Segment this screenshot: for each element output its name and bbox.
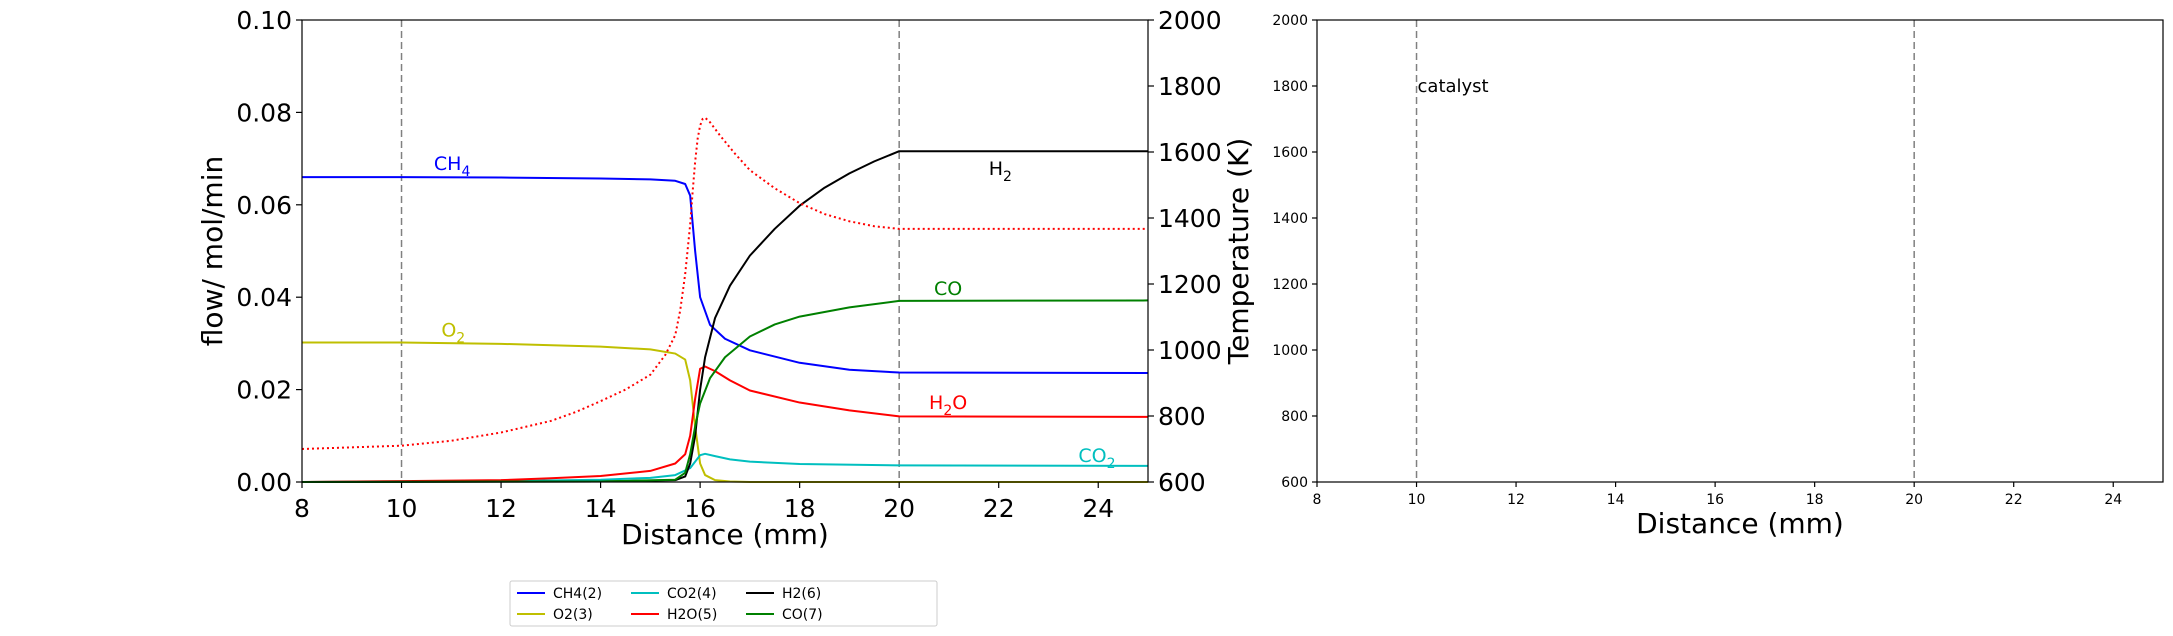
legend-entries: CH4(2) O2(3) CO2(4) H2O(5) H2(6) CO(7): [517, 586, 823, 623]
legend-entry: H2O(5): [631, 607, 717, 623]
y-tick-label: 1000: [1272, 343, 1308, 359]
legend-entry: H2(6): [746, 586, 821, 602]
x-tick-label: 10: [386, 494, 418, 523]
y2-tick-label: 600: [1158, 468, 1206, 497]
species-annotation: CO2: [1078, 445, 1115, 472]
x-tick-label: 22: [983, 494, 1015, 523]
series-line-co24: [301, 452, 1149, 483]
x-tick-label: 20: [883, 494, 915, 523]
right-xticks: 8 10 12 14 16 18 20 22 24: [1313, 482, 2122, 508]
x-tick-label: 16: [684, 494, 716, 523]
y2-tick-label: 1000: [1158, 336, 1222, 365]
y-tick-label: 0.10: [236, 6, 292, 35]
y-tick-label: 0.04: [236, 283, 292, 312]
y-tick-label: 800: [1281, 409, 1308, 425]
temperature-line: [301, 116, 1148, 450]
y-tick-label: 0.06: [236, 191, 292, 220]
right-plot-frame: [1316, 19, 2164, 483]
right-x-axis-label: Distance (mm): [1636, 507, 1844, 540]
left-x-axis-label: Distance (mm): [621, 518, 829, 551]
legend: CH4(2) O2(3) CO2(4) H2O(5) H2(6) CO(7): [509, 580, 938, 627]
legend-label: CH4(2): [553, 586, 602, 602]
y2-tick-label: 1400: [1158, 204, 1222, 233]
legend-label: H2(6): [782, 586, 821, 602]
series-line-o23: [302, 341, 1148, 483]
x-tick-label: 18: [784, 494, 816, 523]
x-tick-label: 10: [1408, 492, 1426, 508]
right-annotations: catalyst: [1418, 76, 1489, 97]
left-y2ticks: 600 800 1000 1200 1400 1600 1800 2000: [1148, 6, 1222, 497]
x-tick-label: 12: [1507, 492, 1525, 508]
y-tick-label: 0.00: [236, 468, 292, 497]
left-y2-axis-label: Temperature (K): [1222, 138, 1255, 365]
left-chart: 8 10 12 14 16 18 20 22 24 0.000.020.040.060.080.…: [196, 6, 1255, 551]
catalyst-annotation: catalyst: [1418, 76, 1489, 97]
legend-label: CO2(4): [667, 586, 717, 602]
legend-label: O2(3): [553, 607, 593, 623]
species-annotation: CH4: [434, 153, 471, 180]
x-tick-label: 12: [485, 494, 517, 523]
series-line-co7: [301, 299, 1149, 483]
legend-label: H2O(5): [667, 607, 717, 623]
left-series-group: [301, 116, 1149, 483]
y2-tick-label: 2000: [1158, 6, 1222, 35]
y2-tick-label: 1200: [1158, 270, 1222, 299]
y-tick-label: 1600: [1272, 145, 1308, 161]
series-line-ch42: [302, 176, 1149, 374]
y-tick-label: 1400: [1272, 211, 1308, 227]
x-tick-label: 14: [1607, 492, 1625, 508]
y2-tick-label: 1800: [1158, 72, 1222, 101]
x-tick-label: 8: [1313, 492, 1322, 508]
series-line-h26: [301, 150, 1148, 483]
y-tick-label: 1200: [1272, 277, 1308, 293]
x-tick-label: 22: [2005, 492, 2023, 508]
species-annotation: O2: [441, 319, 465, 346]
legend-entry: CH4(2): [517, 586, 602, 602]
y2-tick-label: 800: [1158, 402, 1206, 431]
legend-entry: O2(3): [517, 607, 593, 623]
right-vlines: [1415, 20, 1915, 482]
species-annotation: H2: [989, 158, 1012, 185]
series-line-h2o5: [301, 365, 1149, 483]
left-xticks: 8 10 12 14 16 18 20 22 24: [294, 482, 1114, 523]
legend-box: [509, 580, 938, 627]
x-tick-label: 16: [1706, 492, 1724, 508]
legend-label: CO(7): [782, 607, 823, 623]
x-tick-label: 14: [585, 494, 617, 523]
y2-tick-label: 1600: [1158, 138, 1222, 167]
left-vlines: [400, 20, 900, 482]
x-tick-label: 24: [1082, 494, 1114, 523]
y-tick-label: 600: [1281, 475, 1308, 491]
legend-entry: CO2(4): [631, 586, 717, 602]
right-chart: 8 10 12 14 16 18 20 22 24 600 800 1000 1200 1400 1600…: [1272, 13, 2164, 540]
left-annotations: CH4 O2 H2 CO H2O CO2: [434, 153, 1116, 472]
left-plot-frame: [301, 19, 1149, 483]
x-tick-label: 18: [1806, 492, 1824, 508]
y-tick-label: 1800: [1272, 79, 1308, 95]
species-annotation: H2O: [929, 392, 967, 419]
x-tick-label: 20: [1905, 492, 1923, 508]
x-tick-label: 8: [294, 494, 310, 523]
y-tick-label: 2000: [1272, 13, 1308, 29]
right-yticks: 600 800 1000 1200 1400 1600 1800 2000: [1272, 13, 1317, 491]
legend-entry: CO(7): [746, 607, 823, 623]
left-y-axis-label: flow/ mol/min: [196, 156, 229, 346]
species-annotation: CO: [934, 278, 962, 300]
y-tick-label: 0.08: [236, 98, 292, 127]
left-yticks: 0.00 0.02 0.04 0.06 0.08 0.10: [236, 6, 302, 497]
x-tick-label: 24: [2104, 492, 2122, 508]
y-tick-label: 0.02: [236, 376, 292, 405]
